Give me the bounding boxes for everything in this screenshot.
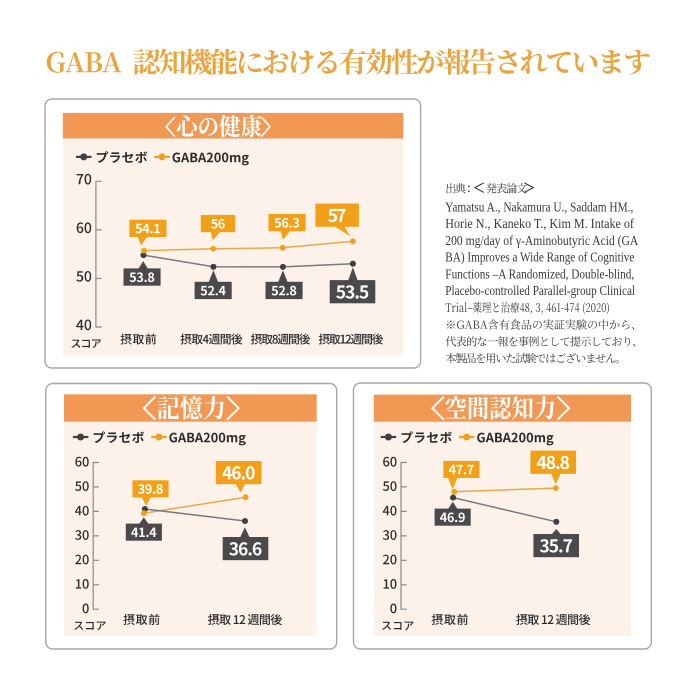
svg-text:200 mg/day of γ-Aminobutyric A: 200 mg/day of γ-Aminobutyric Acid (GA xyxy=(445,233,638,248)
svg-text:Functions –A Randomized, Doubl: Functions –A Randomized, Double-blind, xyxy=(445,267,634,282)
svg-text:Horie N., Kaneko T., Kim M. In: Horie N., Kaneko T., Kim M. Intake of xyxy=(445,217,634,232)
svg-text:BA) Improves a Wide Range of C: BA) Improves a Wide Range of Cognitive xyxy=(445,250,634,265)
svg-text:Yamatsu A., Nakamura U., Sadda: Yamatsu A., Nakamura U., Saddam HM., xyxy=(445,200,633,215)
svg-text:Placebo-controlled Parallel-gr: Placebo-controlled Parallel-group Clinic… xyxy=(445,283,635,298)
